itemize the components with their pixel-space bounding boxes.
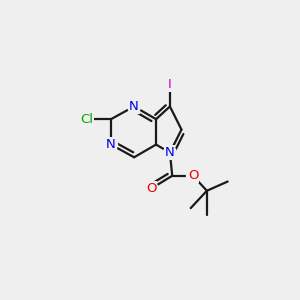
Circle shape: [187, 169, 200, 182]
Circle shape: [128, 100, 141, 113]
Text: N: N: [129, 100, 139, 113]
Circle shape: [80, 113, 93, 126]
Text: O: O: [188, 169, 198, 182]
Circle shape: [164, 78, 176, 91]
Text: N: N: [165, 146, 175, 159]
Circle shape: [164, 146, 176, 159]
Text: N: N: [106, 138, 116, 151]
Text: Cl: Cl: [80, 113, 93, 126]
Text: I: I: [168, 78, 172, 91]
Circle shape: [145, 182, 158, 195]
Circle shape: [104, 138, 118, 151]
Text: O: O: [146, 182, 157, 195]
